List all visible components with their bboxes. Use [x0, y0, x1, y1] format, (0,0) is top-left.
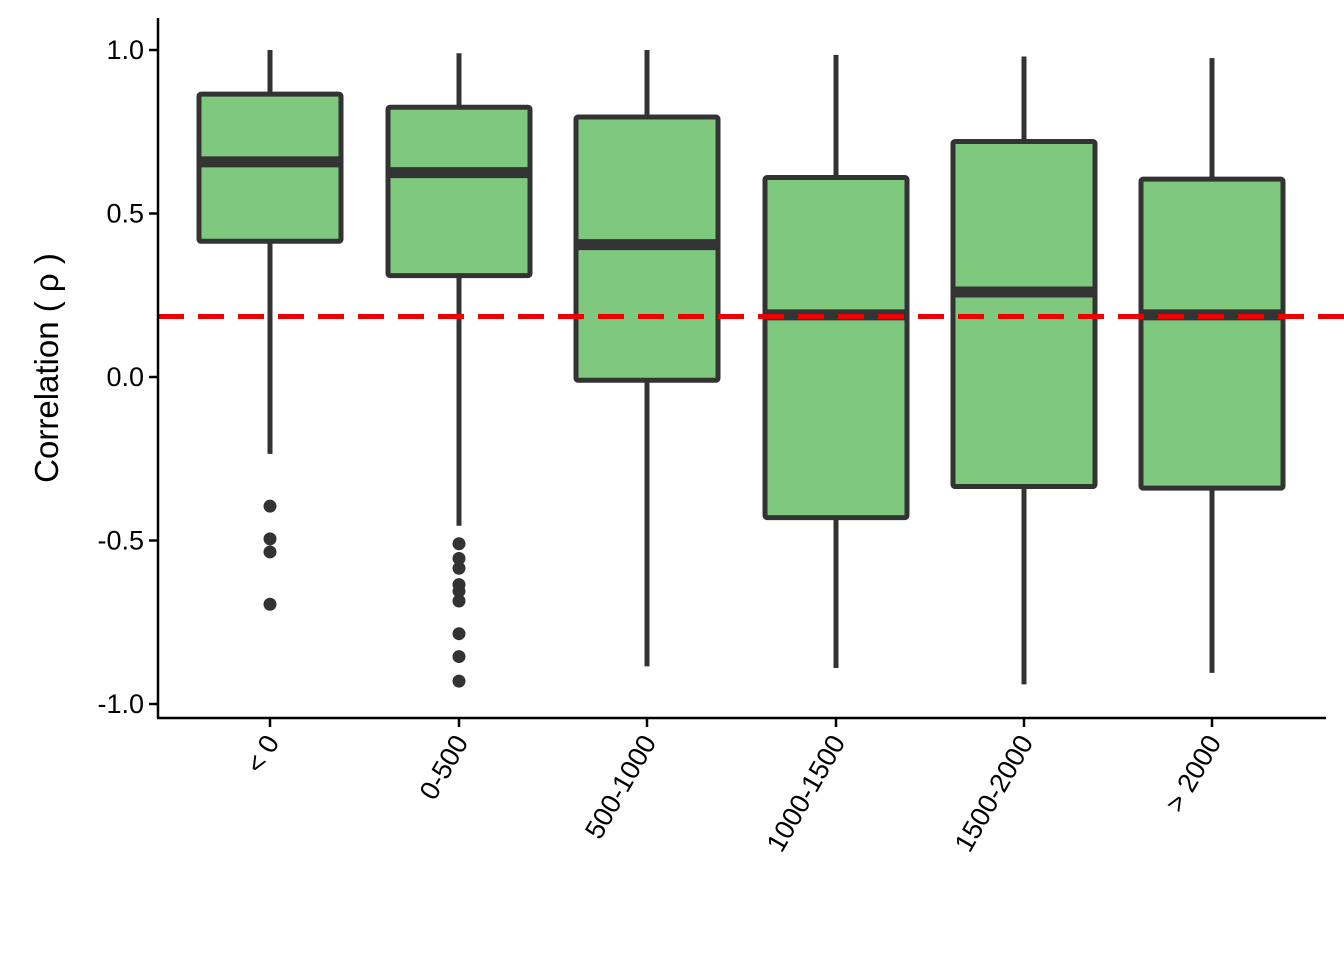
box: [196, 91, 344, 244]
box-group: [762, 54, 910, 669]
outlier-point: [452, 537, 466, 551]
y-axis-title: Correlation ( ρ ): [28, 253, 65, 483]
outlier-point: [263, 597, 277, 611]
outlier-point: [452, 627, 466, 641]
outlier-point: [263, 532, 277, 546]
box: [762, 175, 910, 521]
box-group: [385, 53, 533, 688]
x-tick-label: < 0: [240, 730, 285, 778]
box: [385, 104, 533, 279]
y-ticks: -1.0 -0.5 0.0 0.5 1.0: [97, 35, 158, 719]
outlier-point: [452, 650, 466, 664]
outlier-point: [452, 551, 466, 565]
outlier-point: [452, 674, 466, 688]
x-ticks: < 0 0-500 500-1000 1000-1500 1500-2000 > 2000: [240, 718, 1227, 857]
box-group: [950, 56, 1098, 685]
x-tick-label: 1000-1500: [761, 730, 852, 857]
box-group: [573, 50, 721, 667]
outlier-point: [452, 594, 466, 608]
x-tick-label: 0-500: [414, 730, 475, 805]
outlier-point: [452, 561, 466, 575]
y-tick-label: 0.5: [106, 199, 144, 229]
box-group: [196, 50, 344, 611]
x-tick-label: > 2000: [1160, 730, 1228, 817]
y-tick-label: -1.0: [97, 689, 144, 719]
plot-area: [158, 50, 1344, 688]
x-tick-label: 500-1000: [579, 730, 662, 844]
boxes-layer: [196, 50, 1286, 688]
box: [1138, 176, 1286, 491]
box-group: [1138, 58, 1286, 673]
y-tick-label: -0.5: [97, 526, 144, 556]
outlier-point: [263, 499, 277, 513]
outlier-point: [263, 545, 277, 559]
outlier-point: [452, 584, 466, 598]
x-tick-label: 1500-2000: [949, 730, 1040, 857]
y-tick-label: 1.0: [106, 35, 144, 65]
y-tick-label: 0.0: [106, 362, 144, 392]
